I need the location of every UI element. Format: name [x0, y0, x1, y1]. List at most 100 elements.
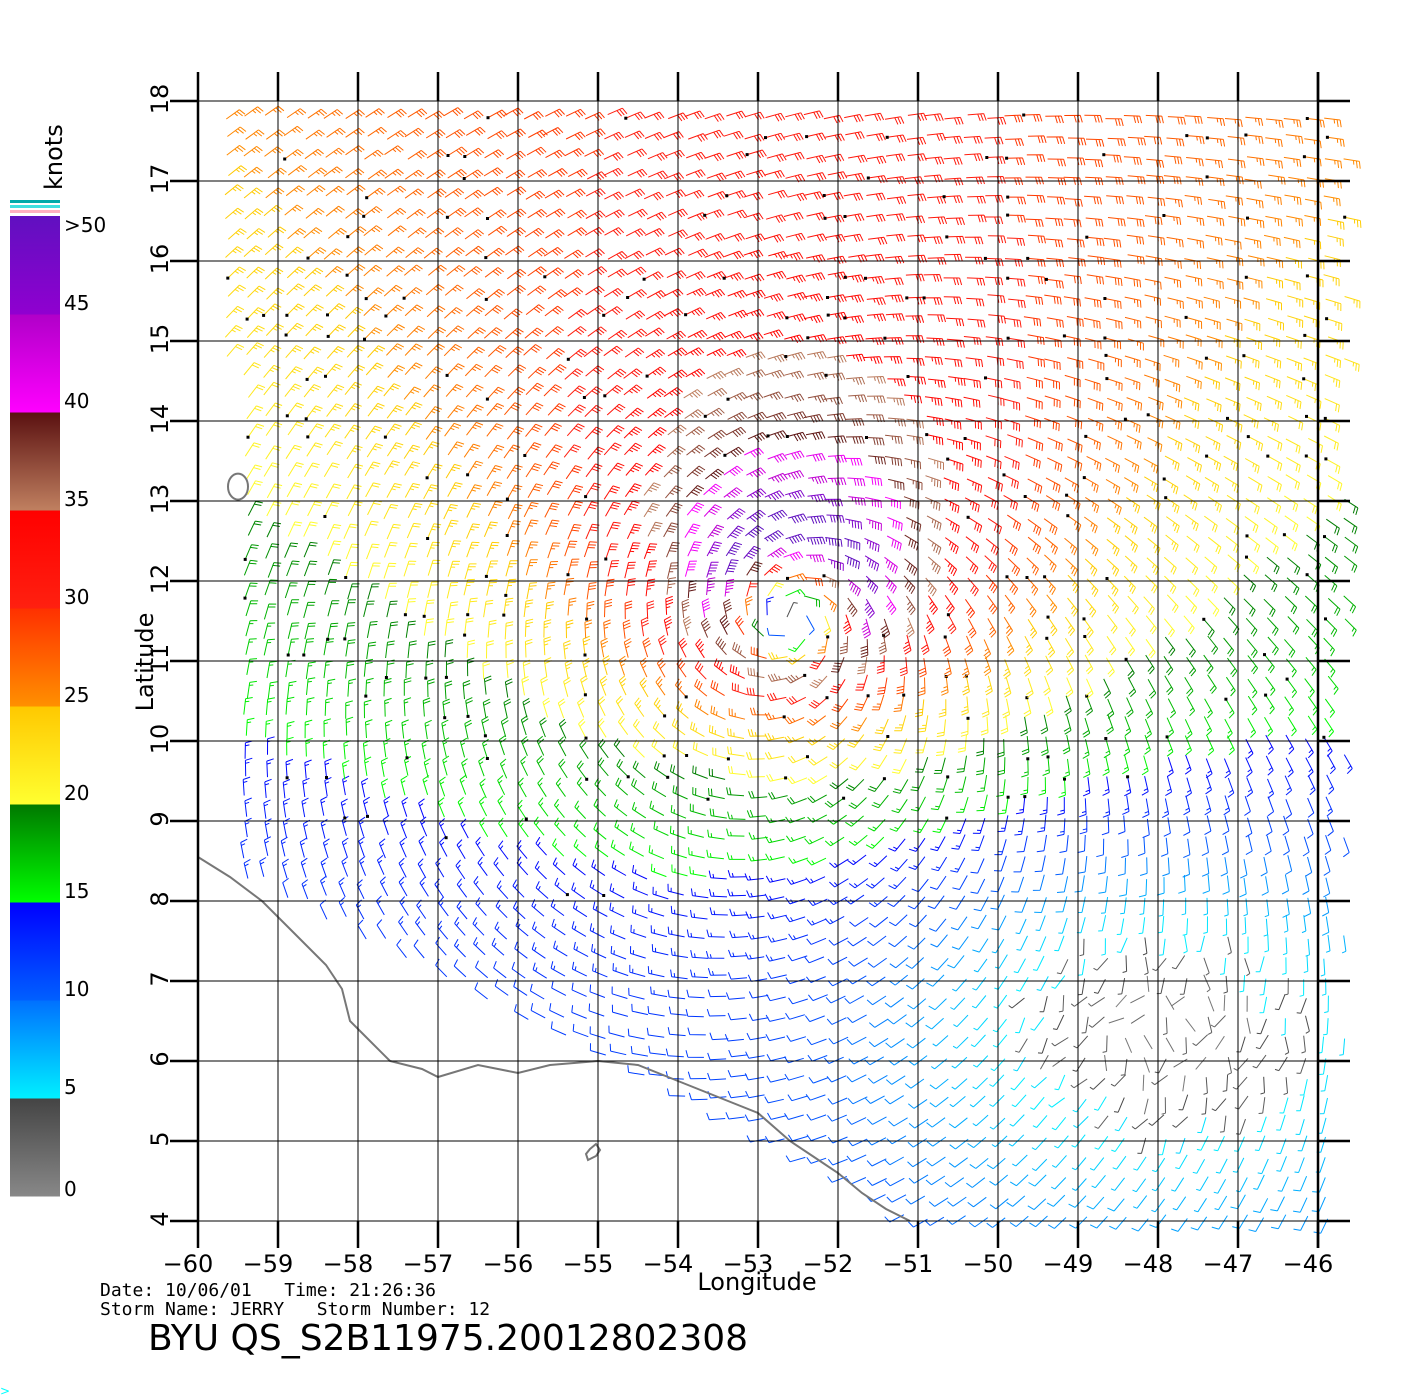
wind-barb [1266, 556, 1280, 575]
wind-barb [243, 187, 263, 199]
wind-barb [1224, 476, 1240, 493]
wind-barb [839, 636, 849, 655]
wind-barb [767, 509, 788, 522]
wind-barb [973, 896, 989, 912]
wind-barb [884, 997, 904, 1008]
wind-barb [1171, 996, 1185, 1007]
rain-flag [1282, 533, 1286, 537]
wind-barb [586, 305, 606, 316]
wind-barb [885, 313, 905, 322]
wind-barb [817, 636, 829, 654]
rain-flag [285, 414, 289, 418]
rain-flag [262, 313, 266, 317]
wind-barb [688, 1092, 708, 1101]
wind-barb [345, 127, 365, 138]
wind-barb [689, 866, 707, 877]
wind-barb [1008, 337, 1026, 349]
wind-barb [325, 483, 342, 499]
wind-barb [226, 305, 245, 319]
wind-barb [366, 621, 378, 638]
latitude-tick-label: 5 [146, 1131, 174, 1146]
wind-barb [1066, 316, 1084, 327]
wind-barb [264, 105, 285, 116]
wind-barb [517, 799, 527, 820]
wind-barb [1185, 334, 1202, 347]
wind-barb [707, 524, 725, 539]
wind-barb [1064, 477, 1080, 493]
wind-barb [465, 126, 486, 136]
wind-barb [932, 817, 948, 833]
wind-barb [1255, 1034, 1269, 1050]
colorbar-tick-label: 15 [64, 879, 89, 903]
wind-barb [1122, 795, 1130, 815]
wind-barb [1304, 738, 1314, 759]
wind-barb [464, 617, 474, 636]
wind-barb [527, 366, 547, 379]
rain-flag [1302, 377, 1306, 381]
rain-flag [1185, 134, 1189, 138]
rain-flag [403, 613, 407, 617]
wind-barb [623, 426, 643, 439]
wind-barb [567, 326, 587, 337]
longitude-tick-labels: −60 −59 −58 −57 −56 −55 −54 −53 −52 −51 −50 −49 −48−… [163, 1250, 1334, 1278]
wind-barb [597, 757, 609, 777]
wind-barb [829, 716, 848, 730]
wind-barb [904, 534, 919, 551]
wind-barb [486, 640, 494, 659]
wind-barb [917, 677, 926, 697]
wind-barb [545, 444, 563, 458]
wind-barb [494, 979, 509, 996]
rain-flag [826, 313, 830, 317]
wind-barb [1244, 516, 1259, 533]
wind-barb [764, 1096, 784, 1104]
wind-barb [1121, 839, 1129, 858]
wind-barb [1064, 695, 1072, 716]
wind-barb [1324, 255, 1341, 268]
wind-barb [1163, 215, 1182, 225]
wind-barb [525, 559, 538, 576]
wind-barb [611, 860, 627, 876]
wind-barb [1054, 1074, 1066, 1091]
wind-barb [467, 597, 478, 615]
wind-barb [491, 937, 505, 956]
wind-barb [286, 303, 305, 316]
rain-flag [1105, 377, 1109, 381]
wind-barb [765, 132, 786, 142]
wind-barb [523, 344, 542, 356]
wind-barb [1265, 158, 1283, 169]
rain-flag [806, 755, 809, 759]
wind-barb [306, 366, 325, 380]
wind-barb [387, 108, 407, 119]
wind-barb [1203, 974, 1211, 993]
wind-barb [324, 578, 337, 595]
wind-barb [227, 266, 246, 279]
rain-flag [343, 637, 347, 641]
wind-barb [281, 858, 289, 879]
rain-flag [1325, 135, 1329, 139]
wind-barb [713, 658, 728, 676]
wind-barb [1089, 1078, 1106, 1090]
wind-barb [323, 109, 344, 119]
wind-barb [323, 462, 340, 477]
wind-barb [1305, 656, 1317, 676]
wind-barb [264, 778, 272, 798]
wind-barb [1247, 678, 1258, 699]
wind-barb [1058, 779, 1066, 798]
wind-barb [375, 895, 385, 916]
wind-barb [386, 130, 407, 140]
wind-barb [669, 764, 685, 780]
wind-barb [806, 536, 826, 545]
wind-barb [907, 234, 927, 243]
wind-barb [284, 542, 299, 558]
rain-flag [302, 653, 306, 657]
wind-barb [286, 721, 295, 740]
wind-barb [803, 110, 824, 119]
wind-barb [483, 167, 504, 177]
wind-barb [597, 696, 606, 717]
pass-file-title: BYU QS_S2B11975.20012802308 [148, 1318, 749, 1359]
wind-barb [1226, 355, 1242, 369]
wind-barb [805, 272, 826, 281]
wind-barb [549, 1003, 565, 1018]
wind-barb [763, 564, 783, 576]
